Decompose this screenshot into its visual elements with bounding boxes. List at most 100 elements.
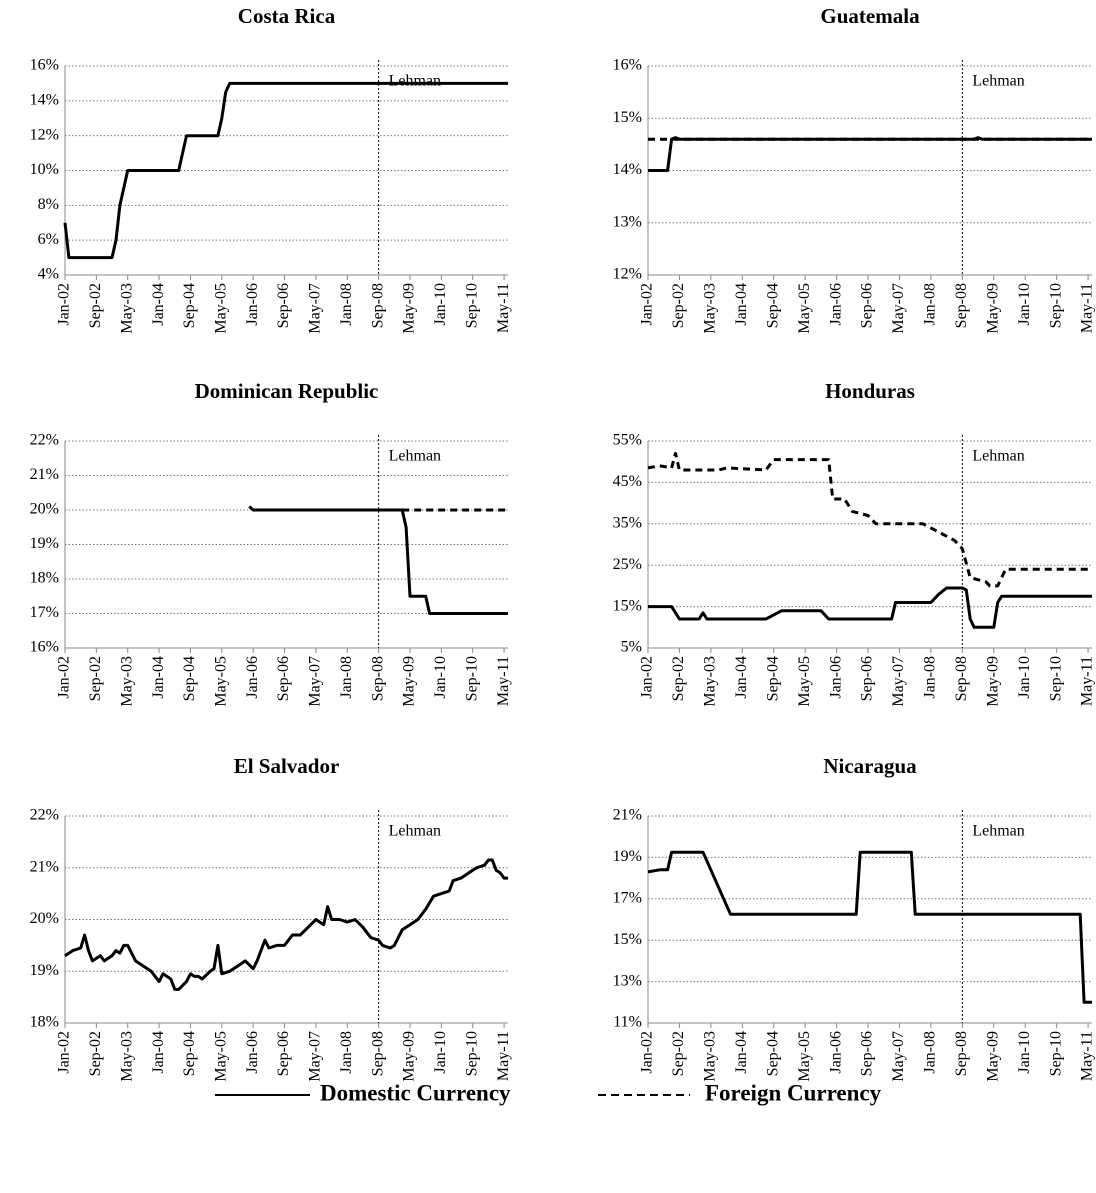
y-tick-label: 15% <box>613 109 642 126</box>
x-tick-label: Jan-02 <box>56 1031 73 1074</box>
y-tick-label: 13% <box>613 972 642 989</box>
x-tick-label: Sep-02 <box>87 1031 104 1076</box>
x-tick-label: Jan-10 <box>432 283 449 326</box>
x-tick-label: Sep-08 <box>953 1031 970 1076</box>
chart-title: Dominican Republic <box>195 379 379 403</box>
x-tick-label: Jan-10 <box>432 1031 449 1074</box>
x-tick-label: Sep-10 <box>463 283 480 328</box>
x-tick-label: Jan-02 <box>639 656 656 699</box>
x-tick-label: Sep-02 <box>87 283 104 328</box>
y-tick-label: 15% <box>613 597 642 614</box>
x-tick-label: May-05 <box>796 283 813 334</box>
series-line <box>647 451 1092 588</box>
series-line <box>64 858 508 991</box>
y-tick-label: 22% <box>30 432 59 449</box>
x-tick-label: May-07 <box>307 1031 324 1082</box>
x-tick-label: Sep-02 <box>670 656 687 701</box>
x-tick-label: Sep-06 <box>275 1031 292 1076</box>
x-tick-label: Sep-02 <box>87 656 104 701</box>
x-tick-label: Sep-04 <box>764 283 781 328</box>
x-tick-label: May-03 <box>702 283 719 334</box>
x-tick-label: Jan-06 <box>244 1031 261 1074</box>
x-tick-label: May-09 <box>401 1031 418 1082</box>
lehman-label: Lehman <box>972 823 1024 840</box>
series-line <box>248 505 508 615</box>
y-tick-label: 19% <box>613 848 642 865</box>
y-tick-label: 14% <box>30 92 59 109</box>
y-tick-label: 12% <box>30 126 59 143</box>
x-tick-label: May-11 <box>495 656 512 706</box>
y-tick-label: 16% <box>613 57 642 74</box>
x-tick-label: May-11 <box>495 1031 512 1081</box>
y-tick-label: 17% <box>30 604 59 621</box>
chart-title: Costa Rica <box>238 4 336 28</box>
x-tick-label: Sep-06 <box>275 656 292 701</box>
x-tick-label: Jan-04 <box>150 1031 167 1074</box>
y-tick-label: 19% <box>30 962 59 979</box>
x-tick-label: Jan-08 <box>338 283 355 326</box>
y-tick-label: 5% <box>621 639 642 656</box>
x-tick-label: Jan-02 <box>56 283 73 326</box>
x-tick-label: Sep-08 <box>369 656 386 701</box>
x-tick-label: Jan-06 <box>244 283 261 326</box>
x-tick-label: Sep-02 <box>670 283 687 328</box>
x-tick-label: Jan-08 <box>338 656 355 699</box>
y-tick-label: 25% <box>613 556 642 573</box>
y-tick-label: 13% <box>613 213 642 230</box>
y-tick-label: 45% <box>613 473 642 490</box>
x-tick-label: Jan-10 <box>1016 283 1033 326</box>
y-tick-label: 19% <box>30 535 59 552</box>
x-tick-label: Sep-08 <box>369 1031 386 1076</box>
x-tick-label: Jan-10 <box>1016 1031 1033 1074</box>
x-tick-label: Jan-04 <box>733 1031 750 1074</box>
y-tick-label: 4% <box>38 266 59 283</box>
x-tick-label: Jan-06 <box>827 1031 844 1074</box>
x-tick-label: May-11 <box>495 283 512 333</box>
x-tick-label: Sep-06 <box>275 283 292 328</box>
x-tick-label: Sep-10 <box>1047 1031 1064 1076</box>
x-tick-label: Sep-06 <box>859 1031 876 1076</box>
legend-label: Foreign Currency <box>705 1080 882 1105</box>
y-tick-label: 6% <box>38 231 59 248</box>
x-tick-label: Jan-10 <box>1016 656 1033 699</box>
series-line <box>647 850 1092 1004</box>
x-tick-label: Jan-08 <box>922 283 939 326</box>
x-tick-label: Jan-04 <box>733 656 750 699</box>
x-tick-label: May-07 <box>307 283 324 334</box>
x-tick-label: May-05 <box>796 1031 813 1082</box>
x-tick-label: Sep-08 <box>953 656 970 701</box>
x-tick-label: May-05 <box>212 283 229 334</box>
x-tick-label: May-07 <box>890 656 907 707</box>
x-tick-label: May-07 <box>890 283 907 334</box>
series-line <box>648 136 1092 172</box>
y-tick-label: 10% <box>30 161 59 178</box>
x-tick-label: Sep-02 <box>670 1031 687 1076</box>
x-tick-label: May-11 <box>1079 1031 1096 1081</box>
x-tick-label: Sep-04 <box>764 1031 781 1076</box>
x-tick-label: May-09 <box>401 283 418 334</box>
x-tick-label: May-09 <box>984 656 1001 707</box>
y-tick-label: 16% <box>30 57 59 74</box>
x-tick-label: May-03 <box>118 1031 135 1082</box>
x-tick-label: Sep-04 <box>181 1031 198 1076</box>
lehman-label: Lehman <box>972 448 1024 465</box>
x-tick-label: May-07 <box>890 1031 907 1082</box>
y-tick-label: 20% <box>30 910 59 927</box>
series-line <box>63 81 508 260</box>
x-tick-label: Jan-08 <box>338 1031 355 1074</box>
x-tick-label: May-11 <box>1079 283 1096 333</box>
x-tick-label: May-03 <box>118 656 135 707</box>
y-tick-label: 35% <box>613 514 642 531</box>
y-tick-label: 20% <box>30 501 59 518</box>
x-tick-label: Sep-10 <box>463 656 480 701</box>
lehman-label: Lehman <box>972 73 1024 90</box>
lehman-label: Lehman <box>389 823 441 840</box>
x-tick-label: Sep-10 <box>463 1031 480 1076</box>
x-tick-label: May-05 <box>796 656 813 707</box>
x-tick-label: May-03 <box>702 1031 719 1082</box>
y-tick-label: 22% <box>30 807 59 824</box>
x-tick-label: Jan-02 <box>639 283 656 326</box>
x-tick-label: Jan-06 <box>827 656 844 699</box>
chart-title: El Salvador <box>234 754 340 778</box>
